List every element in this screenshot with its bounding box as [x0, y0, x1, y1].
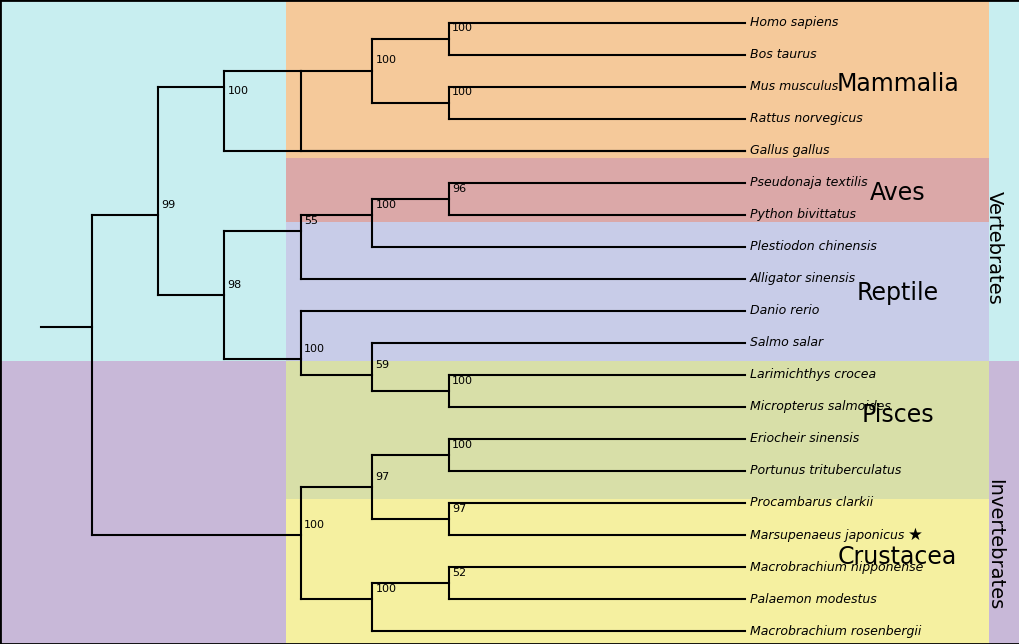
Text: Invertebrates: Invertebrates — [984, 478, 1003, 610]
Text: Salmo salar: Salmo salar — [749, 336, 822, 349]
Text: 97: 97 — [375, 472, 389, 482]
Text: 55: 55 — [304, 216, 318, 225]
Text: 59: 59 — [375, 360, 389, 370]
Text: 100: 100 — [304, 520, 325, 530]
Text: Macrobrachium nipponense: Macrobrachium nipponense — [749, 560, 922, 574]
Text: Marsupenaeus japonicus: Marsupenaeus japonicus — [749, 529, 903, 542]
FancyBboxPatch shape — [0, 361, 1019, 644]
Text: ★: ★ — [907, 526, 922, 544]
Text: Homo sapiens: Homo sapiens — [749, 16, 838, 29]
Text: 100: 100 — [451, 88, 473, 97]
FancyBboxPatch shape — [285, 361, 988, 499]
Text: Larimichthys crocea: Larimichthys crocea — [749, 368, 875, 381]
Text: Mus musculus: Mus musculus — [749, 80, 838, 93]
Text: Macrobrachium rosenbergii: Macrobrachium rosenbergii — [749, 625, 920, 638]
Text: 100: 100 — [451, 23, 473, 33]
Text: Crustacea: Crustacea — [838, 545, 956, 569]
Text: Eriocheir sinensis: Eriocheir sinensis — [749, 432, 858, 446]
Text: Danio rerio: Danio rerio — [749, 305, 818, 317]
Text: 100: 100 — [375, 584, 396, 594]
Text: Mammalia: Mammalia — [836, 71, 958, 96]
FancyBboxPatch shape — [285, 158, 988, 222]
Text: 100: 100 — [451, 375, 473, 386]
Text: 100: 100 — [375, 200, 396, 209]
FancyBboxPatch shape — [285, 0, 988, 158]
Text: Procambarus clarkii: Procambarus clarkii — [749, 497, 872, 509]
FancyBboxPatch shape — [0, 0, 1019, 361]
Text: 100: 100 — [304, 344, 325, 354]
Text: Vertebrates: Vertebrates — [984, 191, 1003, 305]
FancyBboxPatch shape — [285, 499, 988, 644]
Text: 100: 100 — [451, 440, 473, 450]
Text: 97: 97 — [451, 504, 466, 514]
Text: Aves: Aves — [869, 181, 924, 205]
Text: Gallus gallus: Gallus gallus — [749, 144, 828, 157]
Text: Python bivittatus: Python bivittatus — [749, 208, 855, 222]
Text: Rattus norvegicus: Rattus norvegicus — [749, 112, 862, 125]
Text: Micropterus salmoides: Micropterus salmoides — [749, 401, 890, 413]
FancyBboxPatch shape — [285, 222, 988, 361]
Text: 100: 100 — [375, 55, 396, 66]
Text: Bos taurus: Bos taurus — [749, 48, 815, 61]
Text: Pisces: Pisces — [860, 403, 933, 428]
Text: Reptile: Reptile — [856, 281, 937, 305]
Text: 98: 98 — [227, 279, 242, 290]
Text: Plestiodon chinensis: Plestiodon chinensis — [749, 240, 875, 253]
Text: 99: 99 — [161, 200, 175, 209]
Text: 52: 52 — [451, 568, 466, 578]
Text: Portunus trituberculatus: Portunus trituberculatus — [749, 464, 900, 477]
Text: Palaemon modestus: Palaemon modestus — [749, 592, 875, 605]
Text: 100: 100 — [227, 86, 249, 96]
Text: 96: 96 — [451, 184, 466, 194]
Text: Pseudonaja textilis: Pseudonaja textilis — [749, 176, 866, 189]
Text: Alligator sinensis: Alligator sinensis — [749, 272, 855, 285]
